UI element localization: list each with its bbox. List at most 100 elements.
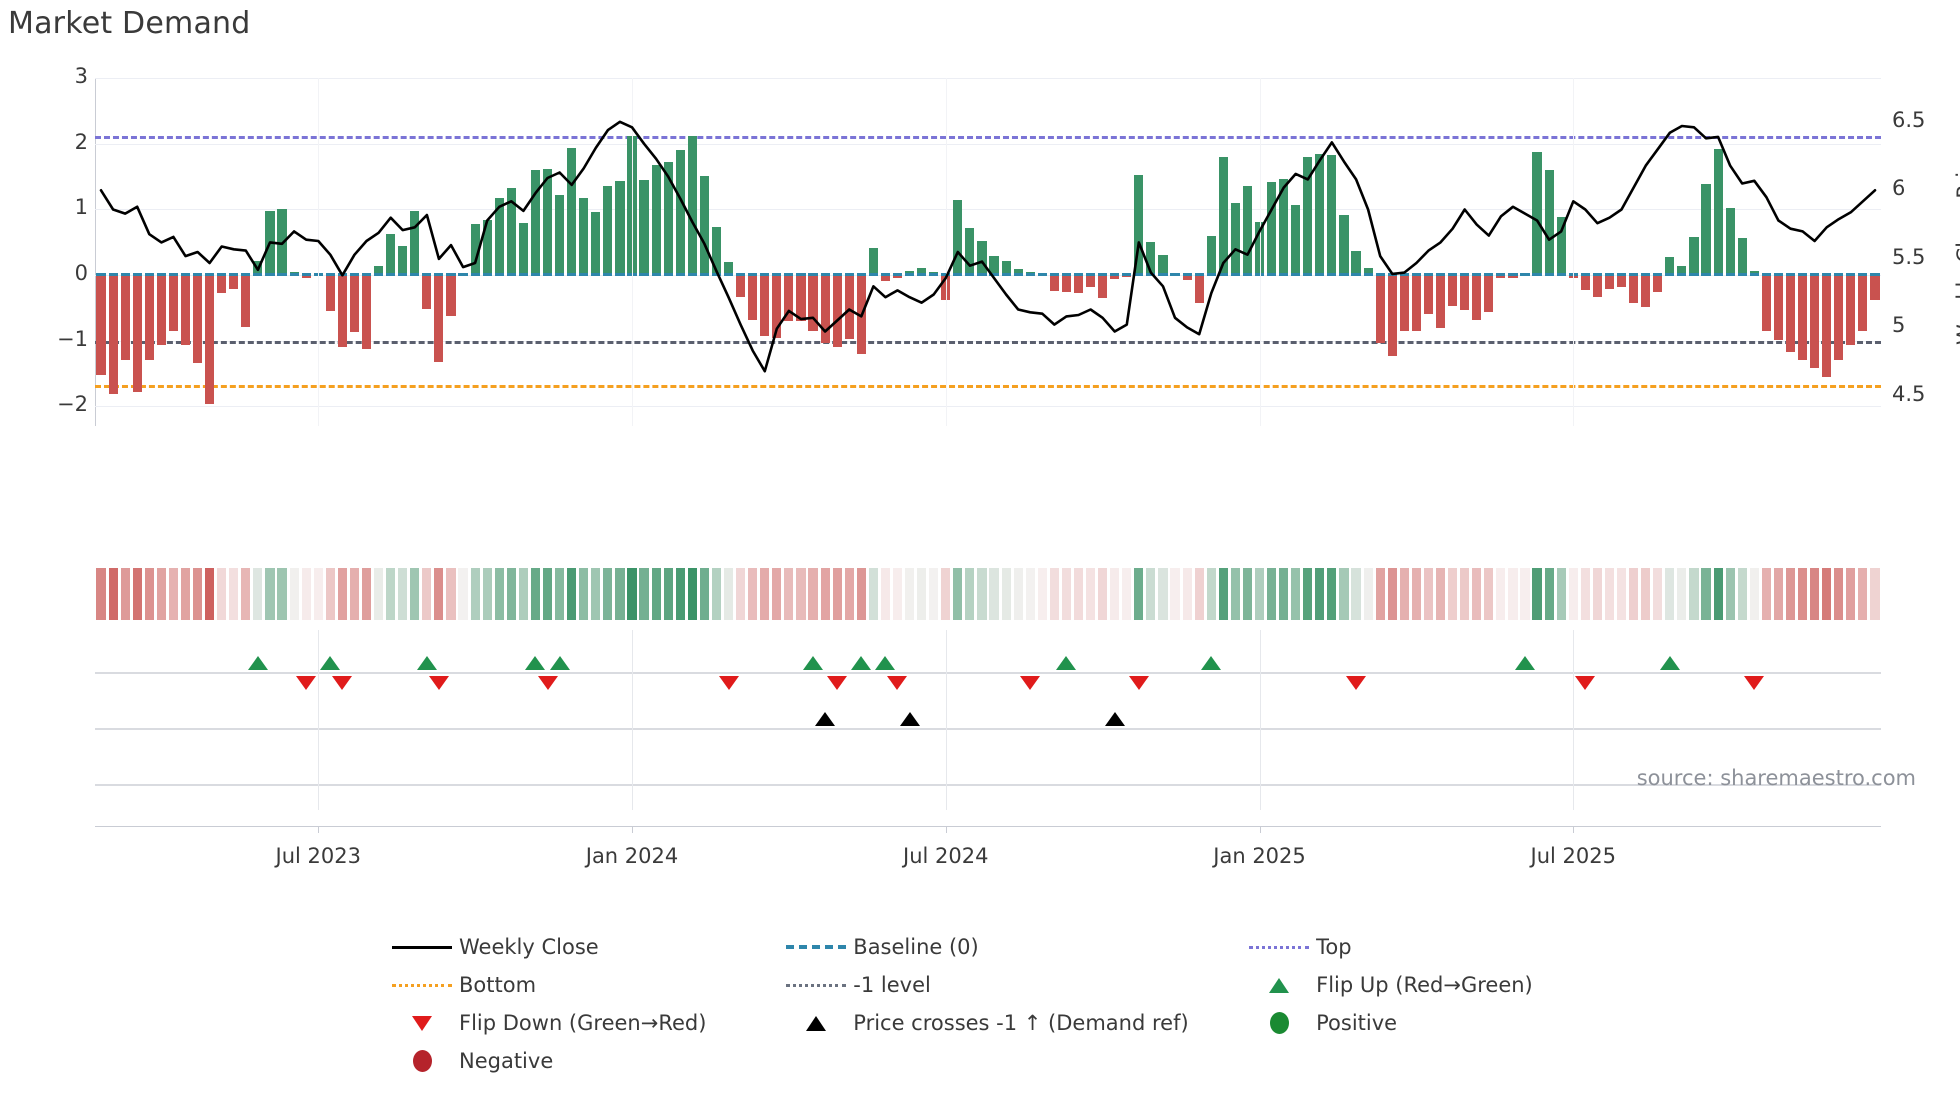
- demand-bar: [1435, 274, 1446, 329]
- green-circle-icon: [1242, 1012, 1316, 1034]
- legend-item[interactable]: Price crosses -1 ↑ (Demand ref): [779, 1004, 1242, 1042]
- flip-down-marker-icon: [1346, 676, 1367, 690]
- dotted-orange-line-icon: [385, 983, 459, 987]
- flip-up-marker-icon: [1515, 656, 1535, 670]
- heat-cell: [1846, 568, 1856, 620]
- heat-cell: [1629, 568, 1639, 620]
- baseline-tick: [313, 273, 323, 277]
- baseline-tick: [1665, 273, 1675, 277]
- heat-cell: [1641, 568, 1651, 620]
- demand-bar: [639, 179, 649, 275]
- demand-bar: [361, 274, 372, 349]
- baseline-tick: [1339, 273, 1349, 277]
- y2-tick-label: 5: [1892, 313, 1906, 338]
- heat-cell: [1749, 568, 1759, 620]
- heat-cell: [1061, 568, 1071, 620]
- baseline-tick: [289, 273, 299, 277]
- baseline-tick: [229, 273, 239, 277]
- flip-up-marker-icon: [803, 656, 824, 670]
- demand-bar: [711, 227, 722, 275]
- legend-item[interactable]: Positive: [1242, 1004, 1585, 1042]
- heat-cell: [349, 568, 360, 620]
- demand-bar: [1532, 151, 1542, 275]
- demand-bar: [796, 274, 806, 321]
- demand-bar: [651, 165, 661, 275]
- baseline-tick: [1230, 273, 1240, 277]
- demand-bar: [1134, 174, 1144, 275]
- heat-cell: [760, 568, 770, 620]
- weekly-close-line: [99, 120, 1877, 373]
- demand-bar: [96, 274, 106, 375]
- legend-item[interactable]: Top: [1242, 928, 1585, 966]
- marker-row-line: [95, 784, 1881, 786]
- heat-cell: [699, 568, 709, 620]
- demand-bar: [144, 274, 154, 361]
- heat-cell: [1182, 568, 1192, 620]
- heat-cell: [917, 568, 927, 620]
- demand-bar: [180, 274, 191, 345]
- heat-cell: [639, 568, 649, 620]
- baseline-tick: [1218, 273, 1228, 277]
- baseline-tick: [1061, 273, 1071, 277]
- demand-bar: [542, 168, 553, 275]
- legend-item[interactable]: Weekly Close: [385, 928, 779, 966]
- heat-cell: [108, 568, 118, 620]
- heat-cell: [482, 568, 492, 620]
- baseline-tick: [241, 273, 251, 277]
- legend-item[interactable]: Baseline (0): [779, 928, 1242, 966]
- baseline-tick: [651, 273, 661, 277]
- heat-cell: [1194, 568, 1204, 620]
- x-tick-mark: [632, 826, 633, 833]
- baseline-tick: [386, 273, 396, 277]
- y2-tick-label: 4.5: [1892, 381, 1926, 406]
- heat-cell: [651, 568, 661, 620]
- heat-cell: [1701, 568, 1711, 620]
- heat-cell: [675, 568, 685, 620]
- baseline-tick: [265, 273, 275, 277]
- demand-bar: [627, 135, 637, 275]
- baseline-tick: [530, 273, 541, 277]
- legend-item[interactable]: Bottom: [385, 966, 779, 1004]
- legend-item[interactable]: Flip Up (Red→Green): [1242, 966, 1585, 1004]
- x-tick-label: Jan 2025: [1213, 844, 1306, 868]
- legend-row: Weekly Close Baseline (0) Top: [385, 928, 1585, 966]
- baseline-tick: [542, 273, 553, 277]
- demand-bar: [1822, 274, 1832, 377]
- demand-bar: [1653, 274, 1663, 293]
- red-circle-glyph: [412, 1050, 432, 1072]
- legend-item[interactable]: Flip Down (Green→Red): [385, 1004, 779, 1042]
- demand-bar: [1303, 157, 1313, 275]
- heat-cell: [1737, 568, 1747, 620]
- demand-bar: [1508, 274, 1518, 279]
- heat-cell: [1423, 568, 1434, 620]
- baseline-tick: [144, 273, 154, 277]
- flip-up-marker-icon: [1659, 656, 1680, 670]
- baseline-tick: [1025, 273, 1035, 277]
- heat-cell: [1146, 568, 1156, 620]
- demand-bar: [1629, 274, 1639, 304]
- baseline-tick: [723, 273, 734, 277]
- legend-label: Baseline (0): [853, 935, 979, 959]
- y-tick-label: 0: [74, 260, 88, 285]
- baseline-tick: [880, 273, 890, 277]
- baseline-tick: [192, 273, 203, 277]
- legend-label: Positive: [1316, 1011, 1398, 1035]
- demand-bar: [663, 162, 673, 275]
- baseline-tick: [579, 273, 589, 277]
- heat-cell: [1460, 568, 1470, 620]
- baseline-tick: [1870, 273, 1880, 277]
- legend-item[interactable]: -1 level: [779, 966, 1242, 1004]
- demand-bar: [1351, 251, 1361, 275]
- baseline-tick: [1363, 273, 1373, 277]
- baseline-tick: [1858, 273, 1868, 277]
- baseline-tick: [120, 273, 130, 277]
- flip-down-marker-icon: [537, 676, 558, 690]
- legend-item[interactable]: Negative: [385, 1042, 845, 1080]
- baseline-tick: [1834, 273, 1844, 277]
- demand-bar: [1194, 274, 1204, 303]
- legend-row: Bottom -1 level Flip Up (Red→Green): [385, 966, 1585, 1004]
- baseline-tick: [301, 273, 311, 277]
- baseline-tick: [1520, 273, 1530, 277]
- green-up-triangle-glyph: [1269, 977, 1290, 993]
- demand-bar: [748, 274, 758, 320]
